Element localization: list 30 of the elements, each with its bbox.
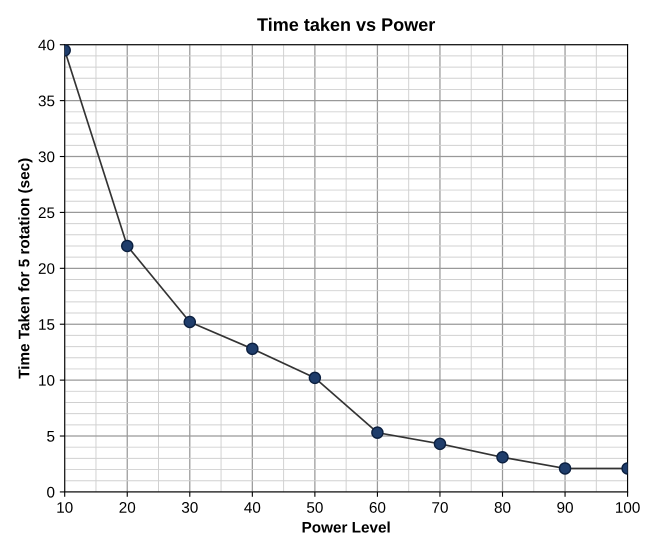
y-tick-label: 35 [38, 95, 54, 106]
y-axis-title: Time Taken for 5 rotation (sec) [18, 158, 32, 379]
point [371, 426, 384, 439]
y-tick-label: 25 [38, 207, 54, 218]
x-tick-label: 30 [182, 502, 198, 513]
x-tick-label: 60 [370, 502, 386, 513]
point [184, 316, 196, 328]
x-tick-label: 50 [306, 502, 323, 513]
x-tick-label: 20 [120, 502, 136, 513]
y-tick-label: 5 [47, 431, 54, 442]
y-tick-label: 10 [39, 374, 54, 386]
y-tick-label: 15 [39, 319, 54, 330]
x-axis-title: Power Level [302, 521, 390, 533]
point [246, 342, 259, 356]
y-tick-label: 20 [38, 263, 54, 274]
x-tick-label: 40 [244, 502, 260, 513]
y-tick-label: 40 [38, 40, 54, 50]
point [120, 240, 134, 252]
x-tick-label: 70 [432, 502, 448, 513]
y-tick-label: 30 [38, 151, 54, 162]
point [434, 438, 446, 450]
point [496, 451, 509, 464]
x-tick-label: 90 [557, 502, 573, 513]
point [308, 372, 322, 384]
x-tick-label: 10 [57, 502, 73, 513]
y-tick-label: 0 [47, 486, 54, 498]
x-tick-label: 100 [616, 502, 640, 513]
chart-title: Time taken vs Power [257, 18, 436, 32]
x-tick-label: 80 [494, 502, 510, 513]
point [558, 462, 572, 475]
